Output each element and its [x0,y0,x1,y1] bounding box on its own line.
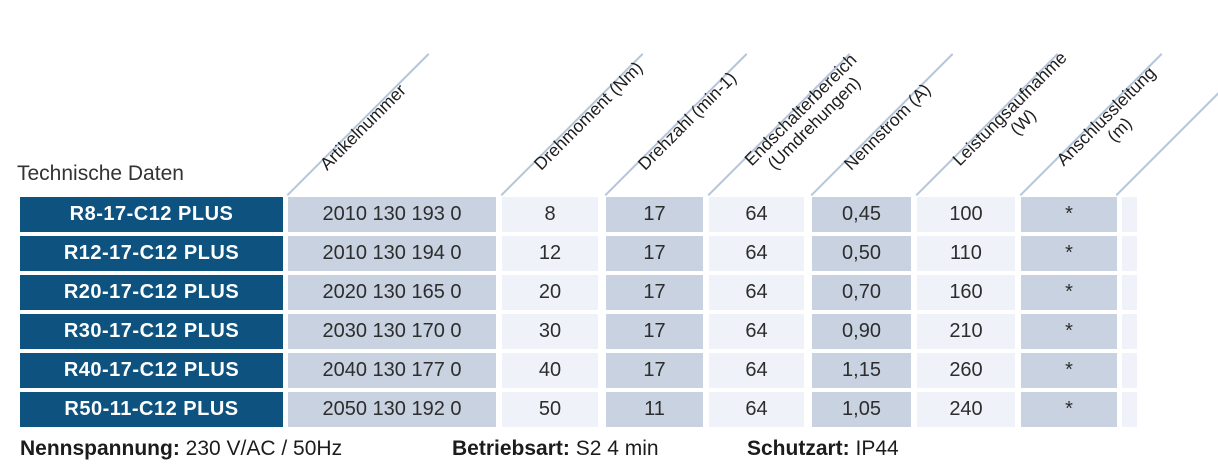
column-header-artikelnummer: Artikelnummer [315,80,410,174]
cell-drehzahl: 17 [606,275,703,310]
cell-artikelnummer: 2050 130 192 0 [288,392,496,427]
cell-nennstrom: 1,15 [812,353,911,388]
cell-drehzahl: 17 [606,236,703,271]
cell-leistungsaufnahme: 110 [917,236,1015,271]
cell-endschalterbereich: 64 [709,236,804,271]
cell-drehmoment: 30 [502,314,598,349]
footer-spec-nennspannung: Nennspannung: 230 V/AC / 50Hz [20,437,342,461]
footer-spec-betriebsart: Betriebsart: S2 4 min [452,437,659,461]
table-title: Technische Daten [17,162,184,185]
column-header-label: Drehzahl (min-1) [633,67,741,174]
cell-leistungsaufnahme: 100 [917,197,1015,232]
cell-endschalterbereich: 64 [709,353,804,388]
cell-drehzahl: 17 [606,314,703,349]
cell-truncated-edge [1122,197,1137,232]
footer-spec-value: S2 4 min [575,437,659,460]
row-label-model: R40-17-C12 PLUS [20,353,283,388]
cell-truncated-edge [1122,392,1137,427]
cell-nennstrom: 0,45 [812,197,911,232]
cell-nennstrom: 1,05 [812,392,911,427]
footer-spec-schutzart: Schutzart: IP44 [747,437,899,461]
cell-truncated-edge [1122,275,1137,310]
cell-truncated-edge [1122,353,1137,388]
cell-truncated-edge [1122,236,1137,271]
row-label-model: R30-17-C12 PLUS [20,314,283,349]
cell-anschlussleitung: * [1021,236,1117,271]
column-header-label: Endschalterbereich [740,49,861,170]
cell-anschlussleitung: * [1021,314,1117,349]
cell-leistungsaufnahme: 210 [917,314,1015,349]
footer-spec-label: Schutzart: [747,437,856,460]
row-label-model: R12-17-C12 PLUS [20,236,283,271]
column-header-drehmoment: Drehmoment (Nm) [529,57,647,174]
footer-spec-value: 230 V/AC / 50Hz [185,437,343,460]
cell-nennstrom: 0,50 [812,236,911,271]
footer-spec-label: Betriebsart: [452,437,576,460]
cell-drehmoment: 40 [502,353,598,388]
cell-drehmoment: 20 [502,275,598,310]
footer-spec-value: IP44 [855,437,899,460]
cell-leistungsaufnahme: 160 [917,275,1015,310]
cell-artikelnummer: 2010 130 194 0 [288,236,496,271]
cell-drehzahl: 17 [606,197,703,232]
cell-anschlussleitung: * [1021,353,1117,388]
cell-artikelnummer: 2040 130 177 0 [288,353,496,388]
cell-drehzahl: 11 [606,392,703,427]
cell-truncated-edge [1122,314,1137,349]
row-label-model: R50-11-C12 PLUS [20,392,283,427]
cell-endschalterbereich: 64 [709,275,804,310]
footer-spec-label: Nennspannung: [20,437,186,460]
row-label-model: R20-17-C12 PLUS [20,275,283,310]
cell-artikelnummer: 2030 130 170 0 [288,314,496,349]
cell-nennstrom: 0,70 [812,275,911,310]
cell-leistungsaufnahme: 260 [917,353,1015,388]
cell-drehmoment: 50 [502,392,598,427]
cell-artikelnummer: 2020 130 165 0 [288,275,496,310]
cell-anschlussleitung: * [1021,275,1117,310]
cell-endschalterbereich: 64 [709,314,804,349]
cell-drehzahl: 17 [606,353,703,388]
cell-artikelnummer: 2010 130 193 0 [288,197,496,232]
cell-drehmoment: 12 [502,236,598,271]
cell-leistungsaufnahme: 240 [917,392,1015,427]
column-header-drehzahl: Drehzahl (min-1) [633,67,741,174]
row-label-model: R8-17-C12 PLUS [20,197,283,232]
column-header-label: Artikelnummer [315,80,410,174]
cell-anschlussleitung: * [1021,392,1117,427]
column-header-label: Drehmoment (Nm) [529,57,647,174]
cell-endschalterbereich: 64 [709,197,804,232]
column-header-label: Leistungsaufnahme [948,47,1071,170]
cell-endschalterbereich: 64 [709,392,804,427]
cell-nennstrom: 0,90 [812,314,911,349]
cell-drehmoment: 8 [502,197,598,232]
cell-anschlussleitung: * [1021,197,1117,232]
